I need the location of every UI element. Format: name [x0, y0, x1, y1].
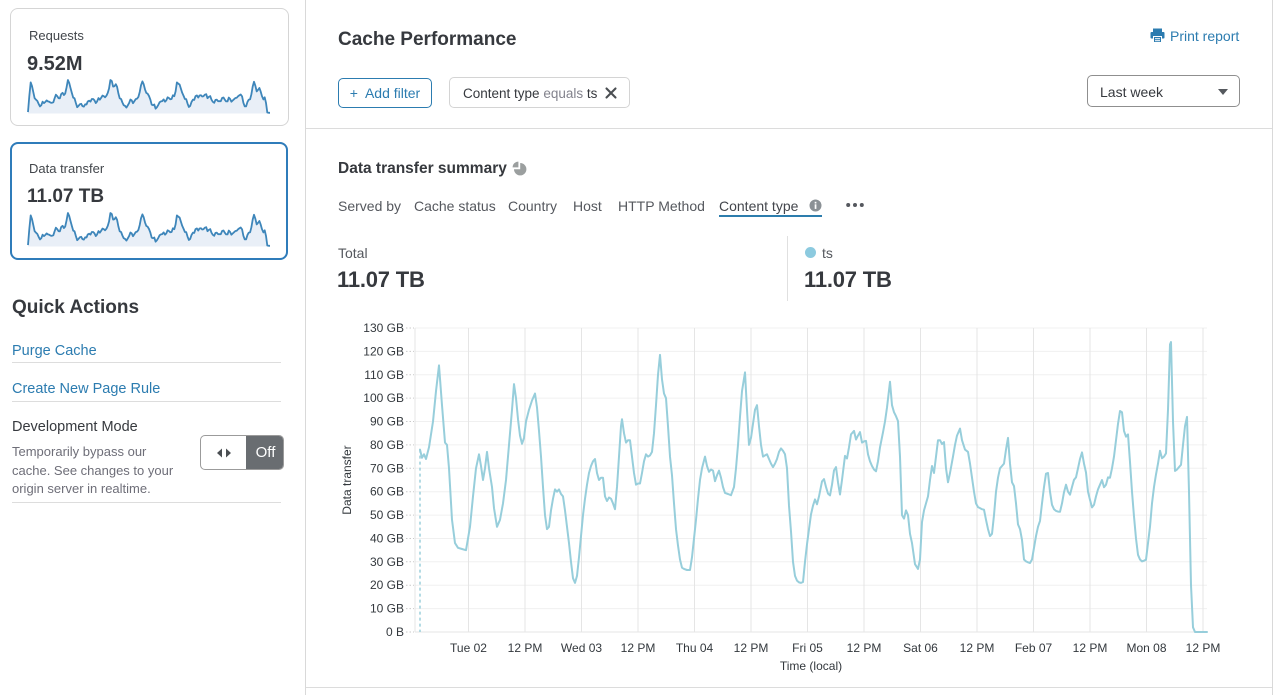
- svg-text:40 GB: 40 GB: [370, 532, 404, 546]
- svg-text:12 PM: 12 PM: [847, 641, 882, 655]
- svg-text:Data transfer: Data transfer: [340, 445, 354, 514]
- svg-text:12 PM: 12 PM: [960, 641, 995, 655]
- svg-text:Tue 02: Tue 02: [450, 641, 487, 655]
- svg-text:50 GB: 50 GB: [370, 508, 404, 522]
- svg-text:Feb 07: Feb 07: [1015, 641, 1053, 655]
- svg-text:120 GB: 120 GB: [363, 344, 404, 358]
- svg-text:Sat 06: Sat 06: [903, 641, 938, 655]
- svg-text:Wed 03: Wed 03: [561, 641, 602, 655]
- svg-text:12 PM: 12 PM: [1186, 641, 1221, 655]
- svg-text:110 GB: 110 GB: [364, 368, 404, 382]
- svg-text:90 GB: 90 GB: [370, 415, 404, 429]
- svg-text:10 GB: 10 GB: [370, 602, 404, 616]
- svg-text:20 GB: 20 GB: [370, 578, 404, 592]
- svg-text:Mon 08: Mon 08: [1126, 641, 1166, 655]
- svg-text:12 PM: 12 PM: [508, 641, 543, 655]
- svg-text:70 GB: 70 GB: [370, 461, 404, 475]
- svg-text:0 B: 0 B: [386, 625, 404, 639]
- svg-text:12 PM: 12 PM: [1073, 641, 1108, 655]
- svg-text:30 GB: 30 GB: [370, 555, 404, 569]
- svg-text:12 PM: 12 PM: [734, 641, 769, 655]
- svg-text:Fri 05: Fri 05: [792, 641, 823, 655]
- svg-text:80 GB: 80 GB: [370, 438, 404, 452]
- svg-text:100 GB: 100 GB: [363, 391, 404, 405]
- svg-text:Time (local): Time (local): [780, 659, 842, 673]
- svg-text:130 GB: 130 GB: [363, 321, 404, 335]
- svg-text:12 PM: 12 PM: [621, 641, 656, 655]
- svg-text:Thu 04: Thu 04: [676, 641, 714, 655]
- svg-text:60 GB: 60 GB: [370, 485, 404, 499]
